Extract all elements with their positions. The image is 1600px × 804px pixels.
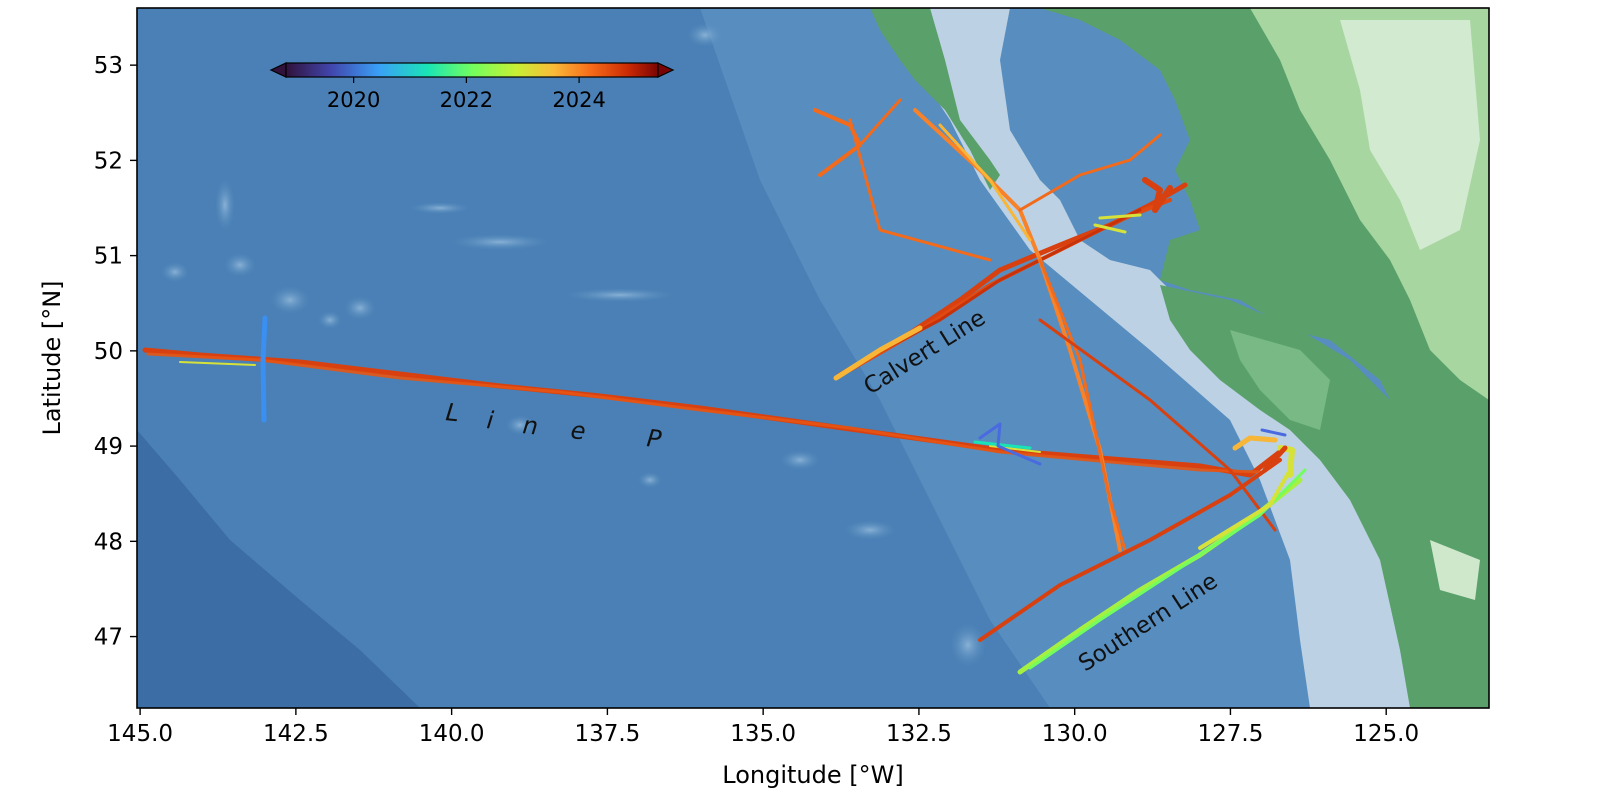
olympic-mountains	[1430, 540, 1480, 600]
line-p-letter: i	[485, 406, 495, 435]
2019-track	[978, 422, 1042, 466]
colorbar: 2020 2022 2024	[269, 62, 675, 112]
line-p-letter: n	[521, 411, 539, 440]
x-tick-label: 127.5	[1198, 721, 1264, 747]
y-tick-label: 52	[94, 148, 123, 174]
olympic-peninsula	[1380, 500, 1489, 708]
basemap	[137, 8, 1489, 708]
colorbar-ticks: 2020 2022 2024	[327, 77, 606, 112]
high-terrain	[1340, 20, 1480, 250]
colorbar-gradient	[285, 62, 659, 78]
continental-shelf	[880, 8, 1440, 708]
x-tick-label: 137.5	[574, 721, 640, 747]
x-axis-ticks: 145.0 142.5 140.0 137.5 135.0 132.5 130.0 127.5…	[107, 708, 1419, 747]
calvert-line-track	[833, 177, 1188, 381]
y-axis-ticks: 53 52 51 50 49 48 47	[94, 53, 137, 651]
colorbar-tick-label: 2024	[552, 88, 605, 112]
axes-frame	[136, 7, 1490, 709]
x-tick-label: 142.5	[263, 721, 329, 747]
seamounts	[161, 23, 986, 667]
line-p-letter: L	[444, 398, 460, 427]
x-tick-label: 125.0	[1353, 721, 1419, 747]
x-tick-label: 130.0	[1042, 721, 1108, 747]
y-tick-label: 53	[94, 53, 123, 79]
glider-tracks	[142, 98, 1307, 675]
colorbar-extend-high	[657, 62, 675, 78]
orange-survey-tracks	[813, 98, 1277, 552]
line-p-letter: P	[645, 424, 663, 453]
x-tick-label: 132.5	[886, 721, 952, 747]
y-tick-label: 50	[94, 339, 123, 365]
y-tick-label: 47	[94, 625, 123, 651]
southern-line-track	[978, 458, 1307, 675]
2020-cross-track	[260, 315, 268, 423]
colorbar-tick-label: 2022	[440, 88, 493, 112]
deep-ocean	[137, 430, 420, 708]
x-tick-label: 140.0	[419, 721, 485, 747]
line-p-letter: e	[569, 416, 587, 445]
x-tick-label: 135.0	[730, 721, 796, 747]
y-tick-label: 49	[94, 434, 123, 460]
x-axis-label: Longitude [°W]	[722, 761, 903, 789]
x-tick-label: 145.0	[107, 721, 173, 747]
y-axis-label: Latitude [°N]	[38, 280, 66, 435]
y-tick-label: 51	[94, 244, 123, 270]
colorbar-tick-label: 2020	[327, 88, 380, 112]
haida-gwaii	[870, 8, 1000, 190]
island-highlands	[1230, 330, 1330, 430]
juan-de-fuca-cluster	[1232, 428, 1295, 478]
y-tick-label: 48	[94, 529, 123, 555]
